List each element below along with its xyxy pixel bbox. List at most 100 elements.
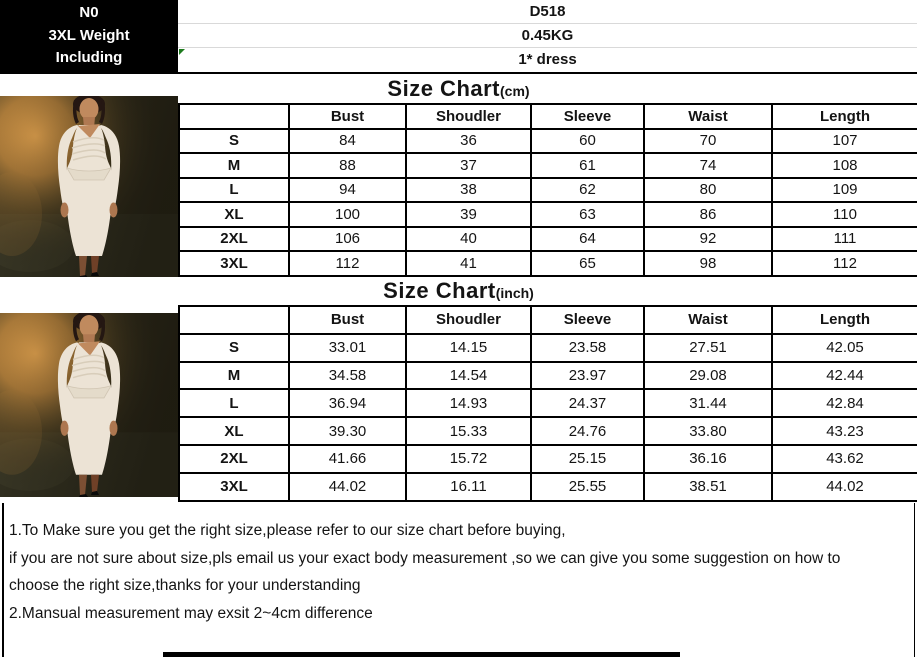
col-header-waist: Waist: [643, 305, 773, 335]
info-label: N0: [79, 4, 99, 21]
size-chart-inch-heading: Size Chart(inch): [0, 277, 917, 305]
product-weight: 0.45KG: [178, 24, 917, 48]
cell: 62: [530, 176, 645, 203]
heading-unit: (cm): [500, 83, 530, 99]
cell: 36: [405, 127, 532, 154]
sizing-notes: 1.To Make sure you get the right size,pl…: [2, 503, 915, 657]
col-header-shoulder: Shoudler: [405, 103, 532, 130]
table-row: 3XL 112 41 65 98 112: [178, 250, 917, 277]
size-label-cell: M: [178, 360, 290, 391]
cell: 43.23: [771, 416, 917, 446]
cell: 74: [643, 152, 773, 179]
cell: 36.16: [643, 443, 773, 474]
cell: 36.94: [288, 388, 407, 419]
size-chart-inch-table: Bust Shoudler Sleeve Waist Length S 33.0…: [178, 305, 917, 502]
cell: 80: [643, 176, 773, 203]
cell: 110: [771, 201, 917, 228]
size-label-cell: L: [178, 176, 290, 203]
product-photo-1: [0, 96, 178, 278]
cell: 63: [530, 201, 645, 228]
cell: 88: [288, 152, 407, 179]
product-photo-2: [0, 313, 178, 497]
cell: 100: [288, 201, 407, 228]
size-label-cell: S: [178, 127, 290, 154]
product-info-values: D518 0.45KG 1* dress: [178, 0, 917, 72]
cell: 15.33: [405, 416, 532, 446]
heading-unit: (inch): [495, 285, 534, 301]
cell: 14.93: [405, 388, 532, 419]
note-line: choose the right size,thanks for your un…: [9, 577, 361, 594]
cell: 31.44: [643, 388, 773, 419]
size-label-cell: S: [178, 332, 290, 363]
heading-title: Size Chart: [387, 76, 501, 101]
cell: 43.62: [771, 443, 917, 474]
cell: 60: [530, 127, 645, 154]
cell: 14.15: [405, 332, 532, 363]
bottom-black-bar: [163, 652, 680, 657]
table-row: L 36.94 14.93 24.37 31.44 42.84: [178, 388, 917, 419]
cell: 94: [288, 176, 407, 203]
col-header: [178, 103, 290, 130]
cell: 15.72: [405, 443, 532, 474]
col-header-waist: Waist: [643, 103, 773, 130]
cell: 111: [771, 225, 917, 252]
cell: 64: [530, 225, 645, 252]
cell: 106: [288, 225, 407, 252]
table-header-row: Bust Shoudler Sleeve Waist Length: [178, 305, 917, 335]
cell: 112: [288, 250, 407, 277]
cell: 86: [643, 201, 773, 228]
cell: 33.80: [643, 416, 773, 446]
size-label-cell: 2XL: [178, 443, 290, 474]
cell: 65: [530, 250, 645, 277]
cell: 16.11: [405, 471, 532, 502]
table-row: S 33.01 14.15 23.58 27.51 42.05: [178, 332, 917, 363]
table-header-row: Bust Shoudler Sleeve Waist Length: [178, 103, 917, 130]
cell: 40: [405, 225, 532, 252]
package-contents: 1* dress: [178, 48, 917, 72]
cell: 39.30: [288, 416, 407, 446]
product-code: D518: [178, 0, 917, 24]
cell: 41.66: [288, 443, 407, 474]
cell: 107: [771, 127, 917, 154]
cell: 112: [771, 250, 917, 277]
cell: 61: [530, 152, 645, 179]
col-header-length: Length: [771, 305, 917, 335]
cell: 23.97: [530, 360, 645, 391]
size-label-cell: 3XL: [178, 250, 290, 277]
info-label: 3XL Weight: [48, 26, 130, 44]
cell: 23.58: [530, 332, 645, 363]
size-label-cell: M: [178, 152, 290, 179]
col-header: [178, 305, 290, 335]
cell-corner-marker-icon: [179, 49, 185, 55]
cell: 24.76: [530, 416, 645, 446]
cell: 42.44: [771, 360, 917, 391]
col-header-bust: Bust: [288, 305, 407, 335]
cell: 33.01: [288, 332, 407, 363]
cell: 25.15: [530, 443, 645, 474]
cell: 29.08: [643, 360, 773, 391]
info-label: Including: [55, 49, 123, 66]
cell: 108: [771, 152, 917, 179]
cell: 109: [771, 176, 917, 203]
size-chart-cm-table: Bust Shoudler Sleeve Waist Length S 84 3…: [178, 103, 917, 277]
col-header-bust: Bust: [288, 103, 407, 130]
cell: 38.51: [643, 471, 773, 502]
note-line: 2.Mansual measurement may exsit 2~4cm di…: [9, 604, 373, 622]
table-row: L 94 38 62 80 109: [178, 176, 917, 203]
cell: 37: [405, 152, 532, 179]
table-row: XL 39.30 15.33 24.76 33.80 43.23: [178, 416, 917, 446]
col-header-shoulder: Shoudler: [405, 305, 532, 335]
cell: 98: [643, 250, 773, 277]
size-label-cell: 2XL: [178, 225, 290, 252]
size-label-cell: 3XL: [178, 471, 290, 502]
cell: 44.02: [771, 471, 917, 502]
dress-photo-illustration: [0, 313, 178, 497]
cell: 92: [643, 225, 773, 252]
table-row: XL 100 39 63 86 110: [178, 201, 917, 228]
table-row: 2XL 41.66 15.72 25.15 36.16 43.62: [178, 443, 917, 474]
cell: 27.51: [643, 332, 773, 363]
package-contents-text: 1* dress: [518, 51, 577, 68]
cell: 14.54: [405, 360, 532, 391]
table-row: M 34.58 14.54 23.97 29.08 42.44: [178, 360, 917, 391]
